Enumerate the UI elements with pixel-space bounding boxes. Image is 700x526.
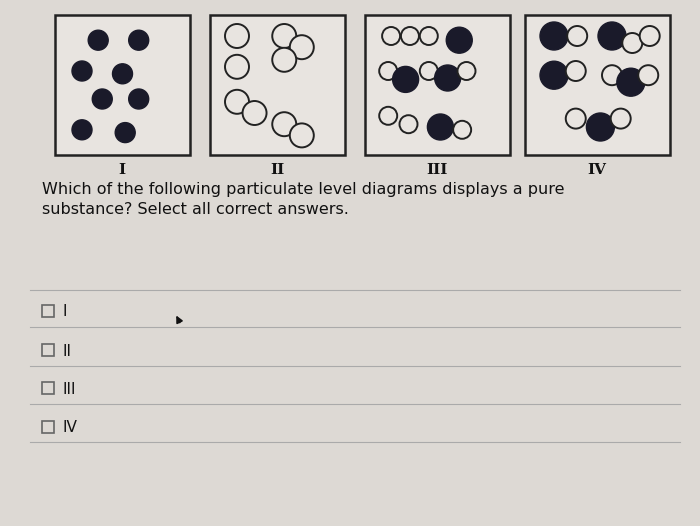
Circle shape bbox=[379, 62, 397, 80]
Circle shape bbox=[379, 107, 397, 125]
Circle shape bbox=[566, 61, 586, 81]
Circle shape bbox=[617, 68, 645, 96]
Bar bbox=[210, 15, 345, 155]
Text: II: II bbox=[62, 343, 71, 359]
Circle shape bbox=[540, 22, 568, 50]
Circle shape bbox=[72, 120, 92, 140]
Text: III: III bbox=[62, 381, 76, 397]
Circle shape bbox=[566, 108, 586, 128]
Bar bbox=[365, 15, 510, 155]
Circle shape bbox=[622, 33, 643, 53]
Circle shape bbox=[290, 124, 314, 147]
Text: Which of the following particulate level diagrams displays a pure: Which of the following particulate level… bbox=[42, 182, 564, 197]
Circle shape bbox=[420, 62, 438, 80]
Circle shape bbox=[272, 112, 296, 136]
Circle shape bbox=[640, 26, 659, 46]
Circle shape bbox=[92, 89, 112, 109]
Text: substance? Select all correct answers.: substance? Select all correct answers. bbox=[42, 202, 349, 217]
Circle shape bbox=[116, 123, 135, 143]
Bar bbox=[55, 15, 190, 155]
Text: II: II bbox=[270, 163, 284, 177]
Bar bbox=[42, 382, 54, 394]
Circle shape bbox=[129, 30, 148, 50]
Circle shape bbox=[567, 26, 587, 46]
Circle shape bbox=[290, 35, 314, 59]
Circle shape bbox=[598, 22, 626, 50]
Circle shape bbox=[88, 30, 108, 50]
Circle shape bbox=[428, 114, 454, 140]
Text: IV: IV bbox=[587, 163, 606, 177]
Circle shape bbox=[401, 27, 419, 45]
Circle shape bbox=[393, 66, 419, 93]
Circle shape bbox=[400, 115, 417, 133]
Bar bbox=[42, 421, 54, 433]
Circle shape bbox=[225, 55, 249, 79]
Bar bbox=[42, 305, 54, 317]
Circle shape bbox=[382, 27, 400, 45]
Circle shape bbox=[272, 48, 296, 72]
Circle shape bbox=[458, 62, 475, 80]
Bar bbox=[42, 344, 54, 356]
Circle shape bbox=[587, 113, 615, 141]
Circle shape bbox=[540, 61, 568, 89]
Text: I: I bbox=[62, 305, 66, 319]
Circle shape bbox=[272, 24, 296, 48]
Circle shape bbox=[447, 27, 473, 53]
Text: IV: IV bbox=[62, 420, 77, 436]
Circle shape bbox=[435, 65, 461, 91]
Text: III: III bbox=[426, 163, 448, 177]
Bar bbox=[525, 15, 670, 155]
Circle shape bbox=[602, 65, 622, 85]
Circle shape bbox=[243, 101, 267, 125]
Circle shape bbox=[225, 90, 249, 114]
Text: I: I bbox=[118, 163, 125, 177]
Circle shape bbox=[610, 108, 631, 128]
Circle shape bbox=[129, 89, 148, 109]
Circle shape bbox=[113, 64, 132, 84]
Circle shape bbox=[420, 27, 438, 45]
Circle shape bbox=[638, 65, 658, 85]
Circle shape bbox=[72, 61, 92, 81]
Circle shape bbox=[453, 121, 471, 139]
Circle shape bbox=[225, 24, 249, 48]
